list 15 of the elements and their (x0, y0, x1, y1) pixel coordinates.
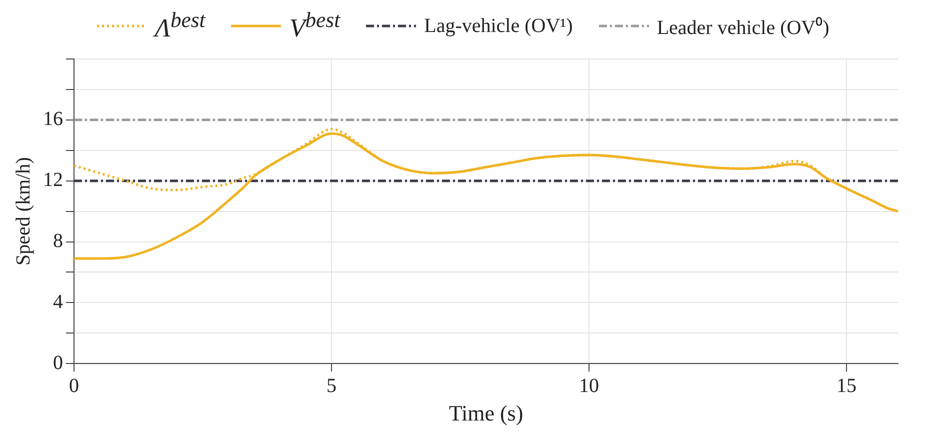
x-tick-label: 5 (326, 374, 336, 397)
y-axis-title: Speed (km/h) (12, 157, 34, 266)
y-tick-label: 12 (43, 169, 63, 192)
y-tick-label: 4 (53, 290, 63, 313)
y-tick-label: 16 (43, 108, 63, 130)
legend-label: V$^{best}$ (289, 8, 340, 44)
x-tick-label: 15 (836, 374, 856, 397)
x-tick-label: 0 (69, 374, 79, 397)
y-tick-label: 0 (53, 352, 63, 374)
legend-label: Λ$^{best}$ (154, 8, 206, 44)
x-axis-title: Time (s) (448, 400, 524, 426)
legend-label: Leader vehicle (OV⁰) (656, 16, 830, 40)
legend-label: Lag-vehicle (OV¹) (424, 14, 573, 38)
y-tick-label: 8 (53, 230, 63, 252)
x-tick-label: 10 (579, 374, 599, 397)
